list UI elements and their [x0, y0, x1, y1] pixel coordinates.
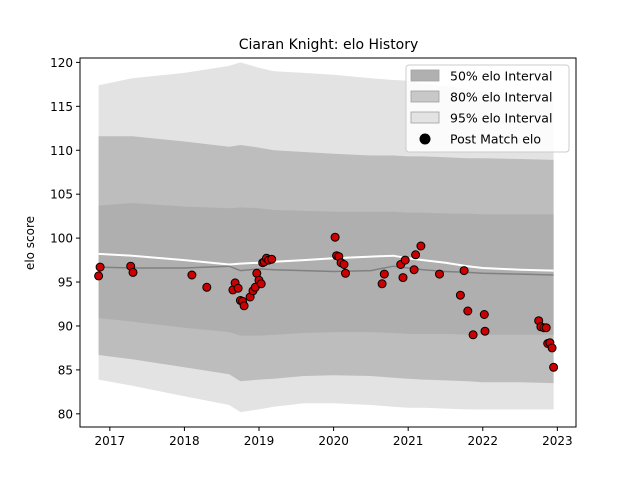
x-tick-label: 2017: [95, 434, 126, 448]
post-match-point: [435, 269, 444, 279]
chart-title: Ciaran Knight: elo History: [239, 37, 419, 53]
post-match-point: [256, 279, 266, 289]
x-tick-label: 2022: [467, 434, 498, 448]
post-match-point: [187, 270, 197, 280]
post-match-point: [339, 260, 349, 269]
post-match-points: [94, 232, 559, 372]
post-match-point: [202, 282, 212, 292]
x-tick-label: 2020: [318, 434, 349, 448]
legend-swatch: [410, 69, 440, 82]
x-tick-label: 2021: [393, 434, 424, 448]
post-match-point: [128, 267, 138, 277]
post-match-point: [416, 241, 426, 251]
post-match-point: [267, 254, 277, 264]
post-match-point: [330, 232, 340, 242]
y-axis-ticks: 80 85 90 95 100 105 110 115 120: [50, 56, 80, 421]
legend-label: 50% elo Interval: [450, 69, 552, 84]
post-match-point: [479, 310, 489, 319]
post-match-point: [341, 268, 350, 278]
post-match-point: [547, 343, 557, 353]
legend-label: 80% elo Interval: [450, 90, 552, 105]
post-match-point: [409, 265, 419, 275]
legend-swatch: [410, 111, 440, 124]
post-match-point: [377, 279, 387, 289]
post-match-point: [398, 273, 408, 283]
post-match-point: [541, 323, 551, 333]
y-tick-label: 110: [50, 144, 73, 158]
post-match-point: [95, 262, 105, 272]
y-tick-label: 115: [50, 100, 73, 114]
legend-label: Post Match elo: [450, 132, 541, 147]
post-match-point: [463, 306, 473, 316]
x-axis-ticks: 2017 2018 2019 2020 2021 2022 2023: [95, 427, 573, 448]
legend-point-swatch: [419, 133, 431, 145]
band-50-interval: [98, 203, 554, 336]
plot-frame: [79, 57, 577, 428]
y-tick-label: 105: [50, 188, 73, 202]
post-match-point: [480, 326, 490, 336]
post-match-point: [468, 330, 478, 340]
legend-box: [405, 64, 570, 153]
legend: 50% elo Interval 80% elo Interval 95% elo …: [405, 64, 570, 153]
post-match-point: [459, 266, 469, 276]
y-tick-label: 80: [58, 407, 73, 421]
y-tick-label: 120: [50, 56, 73, 70]
y-axis-label: elo score: [23, 216, 37, 270]
post-match-point: [239, 301, 249, 311]
x-tick-label: 2018: [169, 434, 200, 448]
x-tick-label: 2023: [542, 434, 573, 448]
legend-swatch: [410, 90, 440, 103]
post-match-point: [455, 290, 465, 300]
estimate-lines: [98, 252, 554, 276]
y-tick-label: 95: [58, 276, 73, 290]
mean-line: [98, 252, 554, 272]
band-50-area: [98, 203, 554, 336]
y-tick-label: 90: [58, 319, 73, 333]
x-tick-label: 2019: [244, 434, 275, 448]
y-tick-label: 100: [50, 232, 73, 246]
post-match-point: [400, 255, 410, 265]
post-match-point: [233, 283, 243, 293]
median-line: [98, 265, 554, 276]
post-match-point: [549, 362, 559, 372]
post-match-point: [379, 269, 389, 279]
y-tick-label: 85: [58, 363, 73, 377]
legend-label: 95% elo Interval: [450, 111, 552, 126]
post-match-point: [411, 250, 421, 260]
post-match-point: [94, 271, 104, 281]
